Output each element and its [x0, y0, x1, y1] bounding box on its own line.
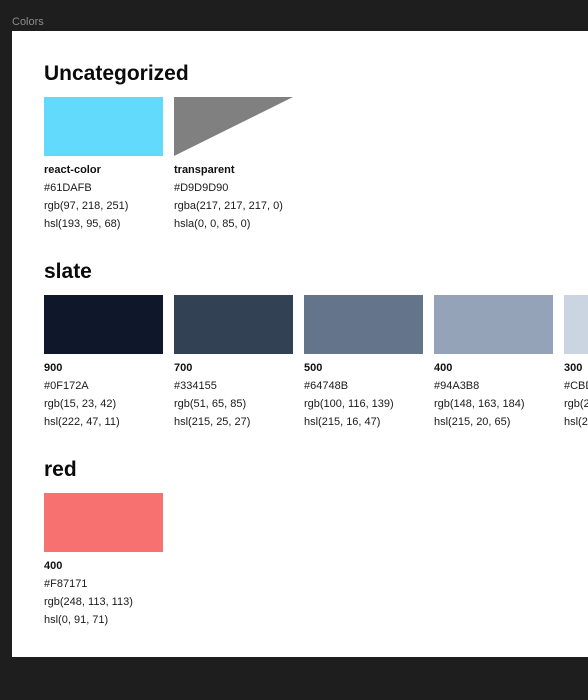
swatch-name: 500 [304, 359, 423, 377]
swatch-hex: #61DAFB [44, 179, 163, 197]
group-title: slate [44, 259, 588, 295]
swatch-name: 300 [564, 359, 588, 377]
color-chip[interactable] [44, 295, 163, 354]
swatch-transparent[interactable]: transparent #D9D9D90 rgba(217, 217, 217,… [174, 97, 293, 233]
swatch-rgb: rgb(148, 163, 184) [434, 395, 553, 413]
swatch-hsl: hsl(0, 91, 71) [44, 611, 163, 629]
color-chip[interactable] [44, 493, 163, 552]
swatch-hsl: hsl(193, 95, 68) [44, 215, 163, 233]
transparency-indicator-icon [174, 97, 293, 156]
frame-title: Colors [12, 16, 44, 28]
swatch-hsl: hsl(215, 20, 65) [434, 413, 553, 431]
swatch-hex: #334155 [174, 377, 293, 395]
group-title: Uncategorized [44, 61, 293, 97]
color-chip-transparent[interactable] [174, 97, 293, 156]
swatch-hsl: hsl(21 [564, 413, 588, 431]
swatch-rgb: rgb(15, 23, 42) [44, 395, 163, 413]
swatch-slate-400[interactable]: 400 #94A3B8 rgb(148, 163, 184) hsl(215, … [434, 295, 553, 431]
swatch-hex: #F87171 [44, 575, 163, 593]
swatch-slate-300[interactable]: 300 #CBD rgb(2 hsl(21 [564, 295, 588, 431]
swatch-hsl: hsl(222, 47, 11) [44, 413, 163, 431]
swatch-hsl: hsl(215, 16, 47) [304, 413, 423, 431]
swatch-rgb: rgba(217, 217, 217, 0) [174, 197, 293, 215]
color-group-uncategorized: Uncategorized react-color #61DAFB rgb(97… [44, 61, 293, 233]
swatch-rgb: rgb(97, 218, 251) [44, 197, 163, 215]
swatch-slate-500[interactable]: 500 #64748B rgb(100, 116, 139) hsl(215, … [304, 295, 423, 431]
swatch-react-color[interactable]: react-color #61DAFB rgb(97, 218, 251) hs… [44, 97, 163, 233]
colors-canvas: Uncategorized react-color #61DAFB rgb(97… [12, 31, 588, 657]
swatch-hex: #D9D9D90 [174, 179, 293, 197]
group-title: red [44, 457, 163, 493]
color-chip[interactable] [564, 295, 588, 354]
swatch-slate-900[interactable]: 900 #0F172A rgb(15, 23, 42) hsl(222, 47,… [44, 295, 163, 431]
color-group-red: red 400 #F87171 rgb(248, 113, 113) hsl(0… [44, 457, 163, 629]
swatch-name: 400 [434, 359, 553, 377]
swatch-name: 400 [44, 557, 163, 575]
swatch-slate-700[interactable]: 700 #334155 rgb(51, 65, 85) hsl(215, 25,… [174, 295, 293, 431]
swatch-name: react-color [44, 161, 163, 179]
swatch-hsl: hsla(0, 0, 85, 0) [174, 215, 293, 233]
color-group-slate: slate 900 #0F172A rgb(15, 23, 42) hsl(22… [44, 259, 588, 431]
swatch-name: 700 [174, 359, 293, 377]
color-chip[interactable] [434, 295, 553, 354]
swatch-name: transparent [174, 161, 293, 179]
swatch-red-400[interactable]: 400 #F87171 rgb(248, 113, 113) hsl(0, 91… [44, 493, 163, 629]
color-chip[interactable] [304, 295, 423, 354]
swatch-rgb: rgb(2 [564, 395, 588, 413]
swatch-rgb: rgb(248, 113, 113) [44, 593, 163, 611]
swatch-rgb: rgb(51, 65, 85) [174, 395, 293, 413]
swatch-hsl: hsl(215, 25, 27) [174, 413, 293, 431]
color-chip[interactable] [44, 97, 163, 156]
swatch-name: 900 [44, 359, 163, 377]
color-chip[interactable] [174, 295, 293, 354]
swatch-hex: #94A3B8 [434, 377, 553, 395]
swatch-rgb: rgb(100, 116, 139) [304, 395, 423, 413]
swatch-hex: #CBD [564, 377, 588, 395]
swatch-hex: #0F172A [44, 377, 163, 395]
swatch-hex: #64748B [304, 377, 423, 395]
